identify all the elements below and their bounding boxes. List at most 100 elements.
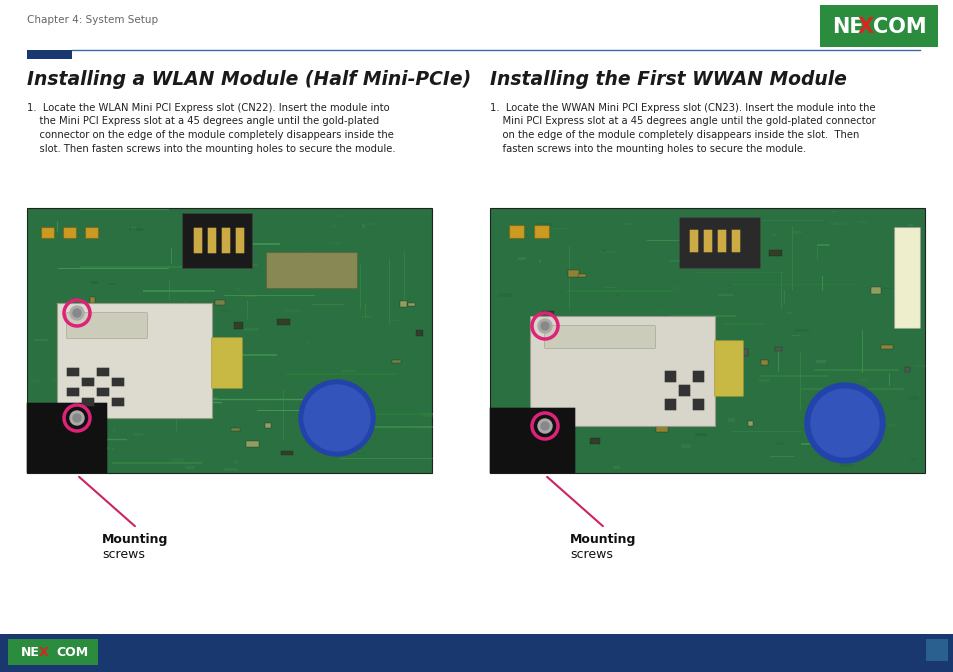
- FancyBboxPatch shape: [67, 368, 79, 376]
- FancyBboxPatch shape: [139, 243, 141, 245]
- Circle shape: [540, 422, 548, 430]
- FancyBboxPatch shape: [60, 435, 73, 438]
- FancyBboxPatch shape: [731, 230, 740, 252]
- Circle shape: [73, 414, 81, 422]
- FancyBboxPatch shape: [110, 403, 115, 407]
- FancyBboxPatch shape: [538, 260, 541, 263]
- FancyBboxPatch shape: [281, 451, 293, 455]
- FancyBboxPatch shape: [600, 251, 614, 253]
- FancyBboxPatch shape: [366, 223, 373, 226]
- FancyBboxPatch shape: [553, 370, 562, 374]
- FancyBboxPatch shape: [495, 445, 509, 446]
- FancyBboxPatch shape: [246, 441, 258, 448]
- FancyBboxPatch shape: [110, 283, 115, 285]
- FancyBboxPatch shape: [131, 227, 136, 230]
- FancyBboxPatch shape: [517, 257, 525, 260]
- Text: slot. Then fasten screws into the mounting holes to secure the module.: slot. Then fasten screws into the mounti…: [27, 144, 395, 153]
- Circle shape: [73, 309, 81, 317]
- FancyBboxPatch shape: [212, 338, 242, 388]
- FancyBboxPatch shape: [726, 290, 734, 294]
- FancyBboxPatch shape: [172, 458, 184, 462]
- FancyBboxPatch shape: [328, 389, 340, 393]
- Circle shape: [298, 380, 375, 456]
- FancyBboxPatch shape: [77, 403, 82, 405]
- Text: fasten screws into the mounting holes to secure the module.: fasten screws into the mounting holes to…: [490, 144, 805, 153]
- FancyBboxPatch shape: [112, 398, 124, 407]
- FancyBboxPatch shape: [537, 223, 552, 226]
- FancyBboxPatch shape: [345, 450, 356, 454]
- FancyBboxPatch shape: [588, 390, 598, 392]
- FancyBboxPatch shape: [92, 465, 101, 466]
- FancyBboxPatch shape: [781, 262, 786, 265]
- FancyBboxPatch shape: [795, 329, 808, 333]
- FancyBboxPatch shape: [567, 270, 578, 277]
- Text: Copyright © 2013 NEXCOM International Co., Ltd. All Rights Reserved.: Copyright © 2013 NEXCOM International Co…: [27, 653, 345, 662]
- Circle shape: [304, 385, 370, 451]
- FancyBboxPatch shape: [768, 249, 781, 256]
- FancyBboxPatch shape: [664, 371, 676, 382]
- FancyBboxPatch shape: [593, 228, 604, 229]
- FancyBboxPatch shape: [283, 309, 294, 310]
- FancyBboxPatch shape: [57, 303, 212, 418]
- FancyBboxPatch shape: [541, 311, 554, 314]
- FancyBboxPatch shape: [42, 228, 54, 239]
- FancyBboxPatch shape: [194, 331, 208, 333]
- FancyBboxPatch shape: [717, 294, 732, 296]
- FancyBboxPatch shape: [105, 370, 117, 377]
- Text: Mini PCI Express slot at a 45 degrees angle until the gold-plated connector: Mini PCI Express slot at a 45 degrees an…: [490, 116, 875, 126]
- FancyBboxPatch shape: [695, 433, 706, 436]
- FancyBboxPatch shape: [738, 349, 747, 355]
- FancyBboxPatch shape: [645, 231, 649, 233]
- FancyBboxPatch shape: [72, 343, 85, 349]
- FancyBboxPatch shape: [870, 288, 881, 294]
- FancyBboxPatch shape: [189, 459, 199, 462]
- FancyBboxPatch shape: [750, 323, 755, 325]
- Text: 46: 46: [468, 649, 485, 662]
- Circle shape: [537, 319, 552, 333]
- Text: COM: COM: [872, 17, 926, 37]
- FancyBboxPatch shape: [274, 217, 279, 220]
- FancyBboxPatch shape: [602, 214, 614, 217]
- FancyBboxPatch shape: [771, 233, 776, 237]
- FancyBboxPatch shape: [530, 316, 714, 426]
- FancyBboxPatch shape: [244, 327, 258, 331]
- FancyBboxPatch shape: [508, 410, 519, 417]
- Text: NViS3620/3720 series User Manual: NViS3620/3720 series User Manual: [767, 653, 926, 662]
- FancyBboxPatch shape: [817, 427, 829, 430]
- FancyBboxPatch shape: [600, 372, 607, 375]
- FancyBboxPatch shape: [389, 320, 398, 321]
- FancyBboxPatch shape: [590, 438, 599, 444]
- FancyBboxPatch shape: [82, 398, 94, 407]
- FancyBboxPatch shape: [692, 371, 703, 382]
- FancyBboxPatch shape: [840, 464, 852, 466]
- FancyBboxPatch shape: [215, 300, 225, 306]
- FancyBboxPatch shape: [701, 460, 713, 462]
- FancyBboxPatch shape: [496, 417, 507, 421]
- FancyBboxPatch shape: [804, 236, 813, 238]
- FancyBboxPatch shape: [247, 321, 251, 325]
- FancyBboxPatch shape: [362, 317, 371, 318]
- FancyBboxPatch shape: [571, 222, 577, 226]
- FancyBboxPatch shape: [80, 310, 87, 314]
- Text: Mounting: Mounting: [569, 533, 636, 546]
- FancyBboxPatch shape: [276, 319, 289, 325]
- FancyBboxPatch shape: [883, 271, 888, 274]
- Text: X: X: [39, 646, 49, 659]
- FancyBboxPatch shape: [193, 228, 202, 253]
- FancyBboxPatch shape: [347, 407, 354, 411]
- FancyBboxPatch shape: [53, 464, 64, 468]
- Circle shape: [540, 322, 548, 330]
- FancyBboxPatch shape: [221, 228, 230, 253]
- FancyBboxPatch shape: [286, 310, 300, 312]
- Text: Chapter 4: System Setup: Chapter 4: System Setup: [27, 15, 158, 25]
- FancyBboxPatch shape: [828, 222, 838, 225]
- FancyBboxPatch shape: [43, 233, 48, 237]
- FancyBboxPatch shape: [229, 218, 241, 219]
- FancyBboxPatch shape: [179, 320, 190, 322]
- FancyBboxPatch shape: [688, 282, 696, 284]
- FancyBboxPatch shape: [616, 294, 619, 297]
- Text: 1.  Locate the WWAN Mini PCI Express slot (CN23). Insert the module into the: 1. Locate the WWAN Mini PCI Express slot…: [490, 103, 875, 113]
- FancyBboxPatch shape: [280, 260, 286, 263]
- FancyBboxPatch shape: [692, 398, 703, 411]
- FancyBboxPatch shape: [881, 345, 892, 349]
